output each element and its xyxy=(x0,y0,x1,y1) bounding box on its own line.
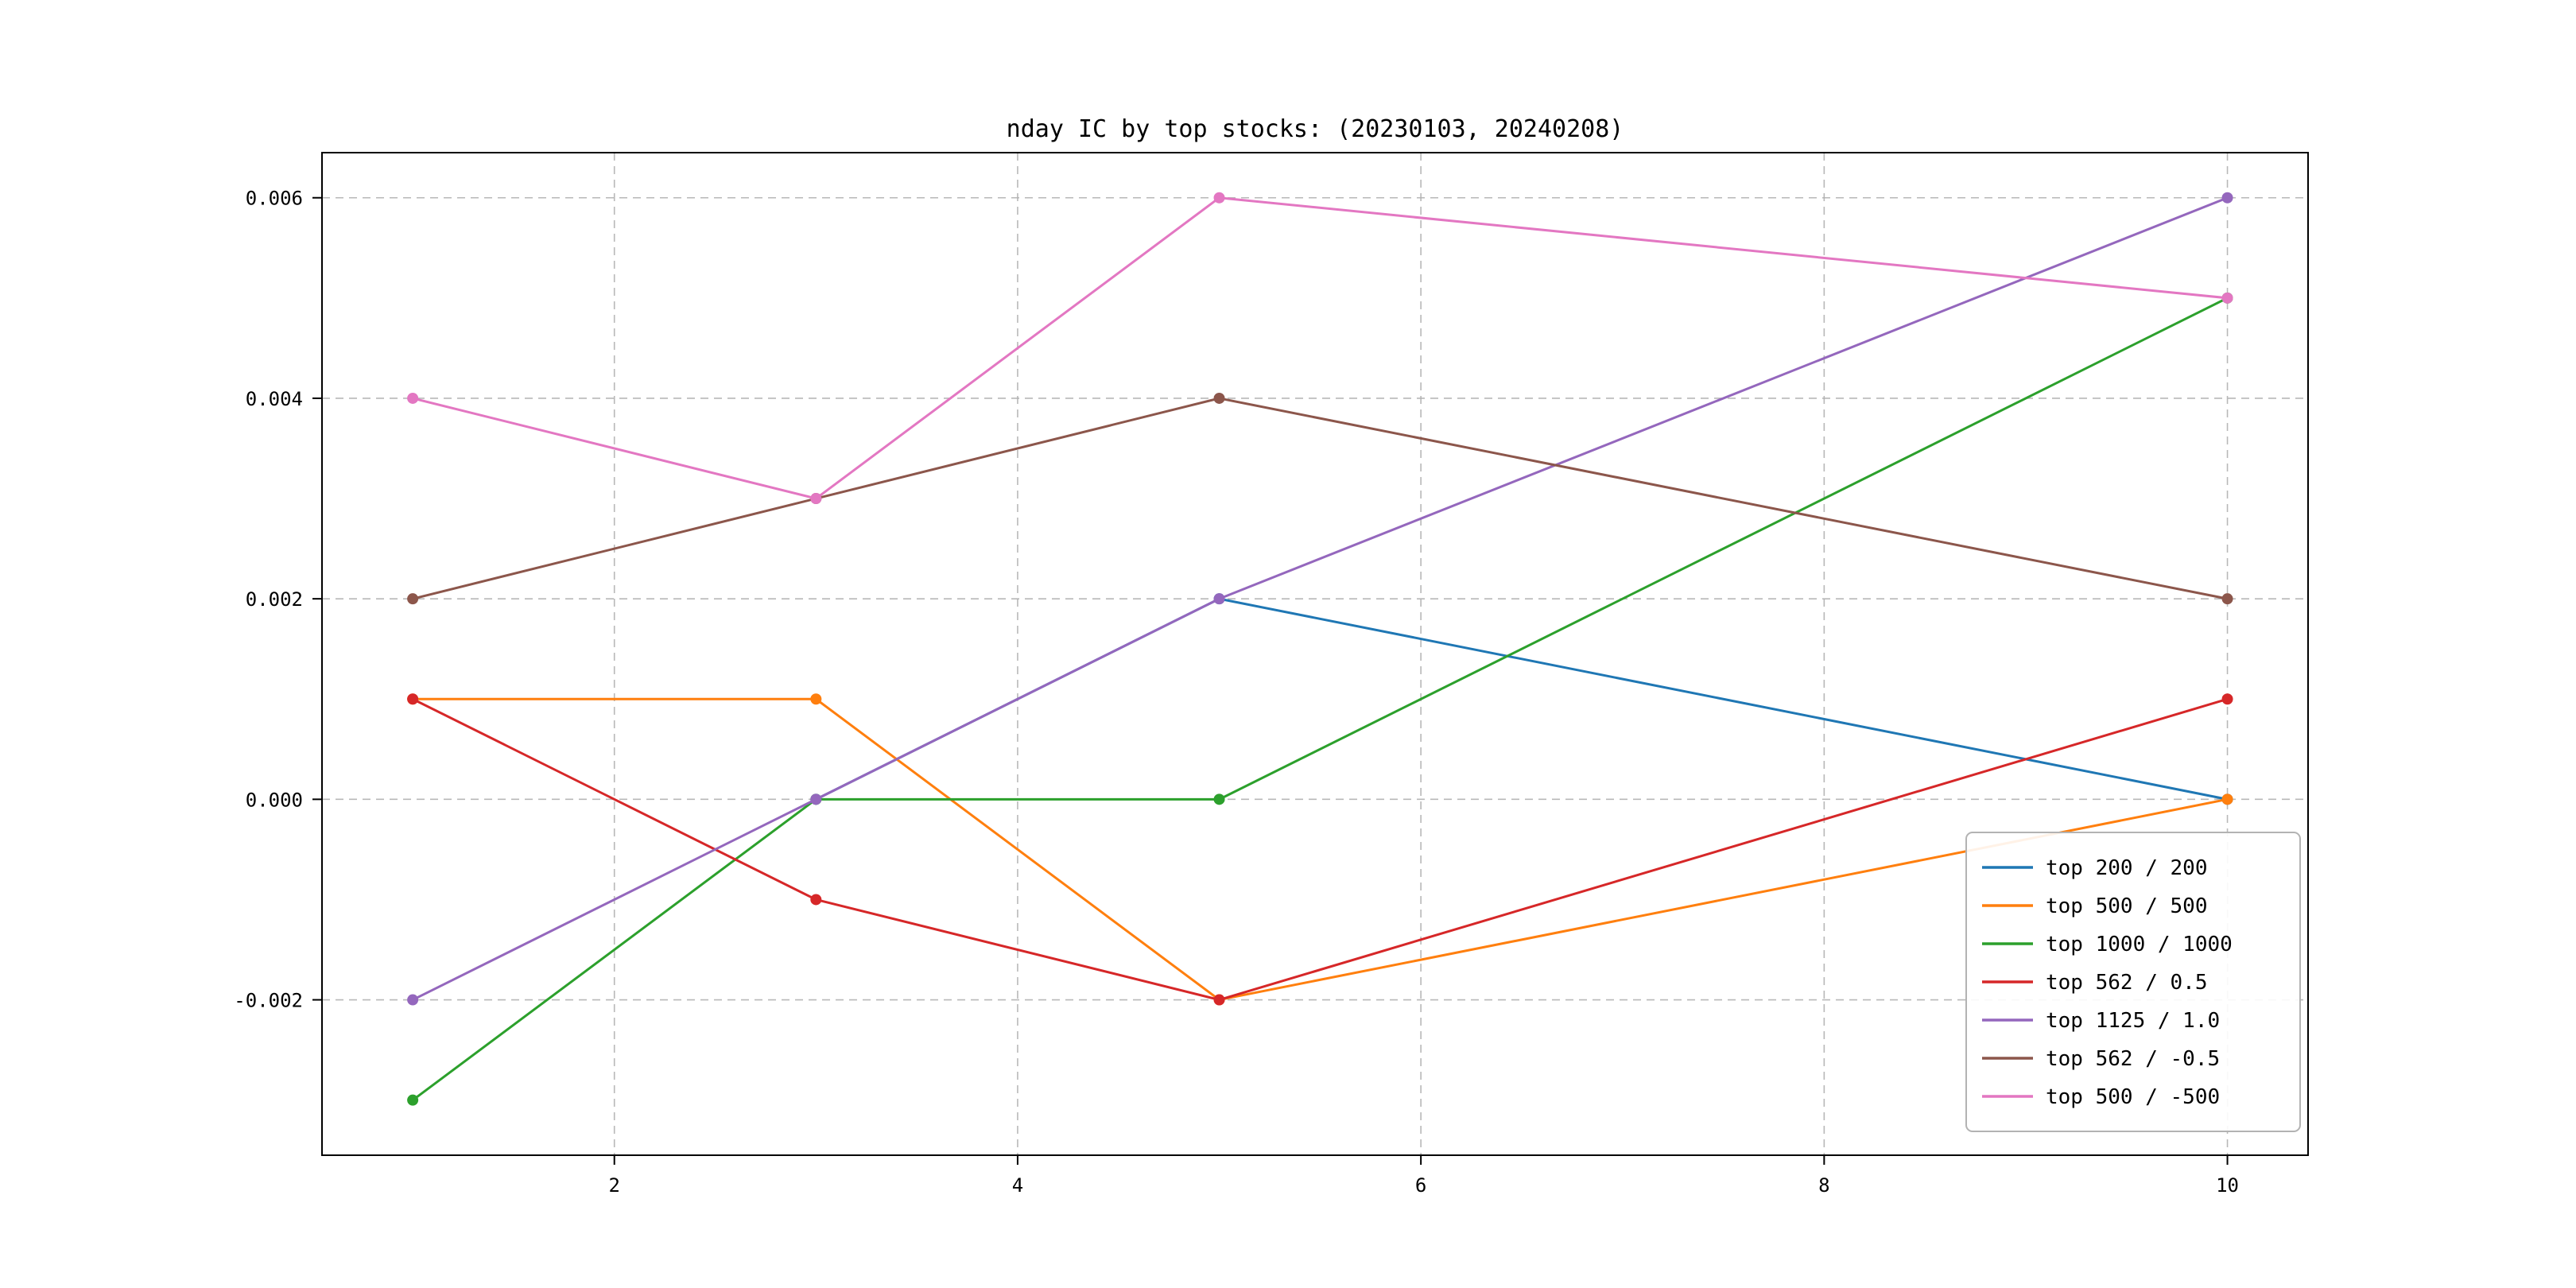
x-tick-label: 10 xyxy=(2216,1174,2239,1197)
series-line-3 xyxy=(411,697,2229,1002)
data-point xyxy=(810,693,822,705)
data-point xyxy=(810,894,822,906)
legend-label: top 1000 / 1000 xyxy=(2046,933,2233,956)
series-layer xyxy=(407,192,2233,1106)
y-tick-label: 0.002 xyxy=(246,588,303,611)
data-point xyxy=(1213,793,1225,805)
series-line-4 xyxy=(411,196,2229,1002)
x-tick-label: 6 xyxy=(1415,1174,1426,1197)
series-line-0 xyxy=(814,597,2229,801)
series-line-2 xyxy=(411,297,2229,1102)
y-tick-label: 0.006 xyxy=(246,188,303,210)
series-line-6 xyxy=(411,196,2229,500)
legend-box xyxy=(1965,832,2301,1132)
y-tick-label: 0.000 xyxy=(246,789,303,811)
plot-border xyxy=(321,152,2309,1156)
y-tick-label: -0.002 xyxy=(234,990,303,1012)
legend-label: top 500 / 500 xyxy=(2046,894,2208,918)
data-point xyxy=(810,793,822,805)
x-tick-label: 8 xyxy=(1818,1174,1829,1197)
data-point xyxy=(810,493,822,505)
legend-label: top 500 / -500 xyxy=(2046,1085,2220,1109)
data-point xyxy=(407,593,419,605)
legend-label: top 562 / -0.5 xyxy=(2046,1047,2220,1071)
data-point xyxy=(2221,593,2233,605)
data-point xyxy=(407,693,419,705)
data-point xyxy=(2221,793,2233,805)
chart-title: nday IC by top stocks: (20230103, 202402… xyxy=(1007,115,1624,143)
data-point xyxy=(407,994,419,1006)
data-point xyxy=(2221,292,2233,304)
x-tick-label: 4 xyxy=(1012,1174,1023,1197)
tick-layer: 2 4 6 8 10 -0.002 0.000 0.002 0.004 0.006 xyxy=(234,188,2239,1197)
legend-label: top 200 / 200 xyxy=(2046,856,2208,880)
y-tick-label: 0.004 xyxy=(246,388,303,410)
legend-label: top 1125 / 1.0 xyxy=(2046,1009,2220,1033)
data-point xyxy=(407,1094,419,1106)
data-point xyxy=(1213,392,1225,404)
data-point xyxy=(2221,192,2233,204)
data-point xyxy=(1213,192,1225,204)
x-tick-label: 2 xyxy=(608,1174,619,1197)
legend-label: top 562 / 0.5 xyxy=(2046,971,2208,995)
data-point xyxy=(1213,994,1225,1006)
data-point xyxy=(1213,593,1225,605)
series-line-5 xyxy=(411,397,2229,600)
series-line-1 xyxy=(411,697,2229,1002)
legend: top 200 / 200 top 500 / 500 top 1000 / 100… xyxy=(1965,832,2301,1132)
data-point xyxy=(2221,693,2233,705)
data-point xyxy=(407,392,419,404)
